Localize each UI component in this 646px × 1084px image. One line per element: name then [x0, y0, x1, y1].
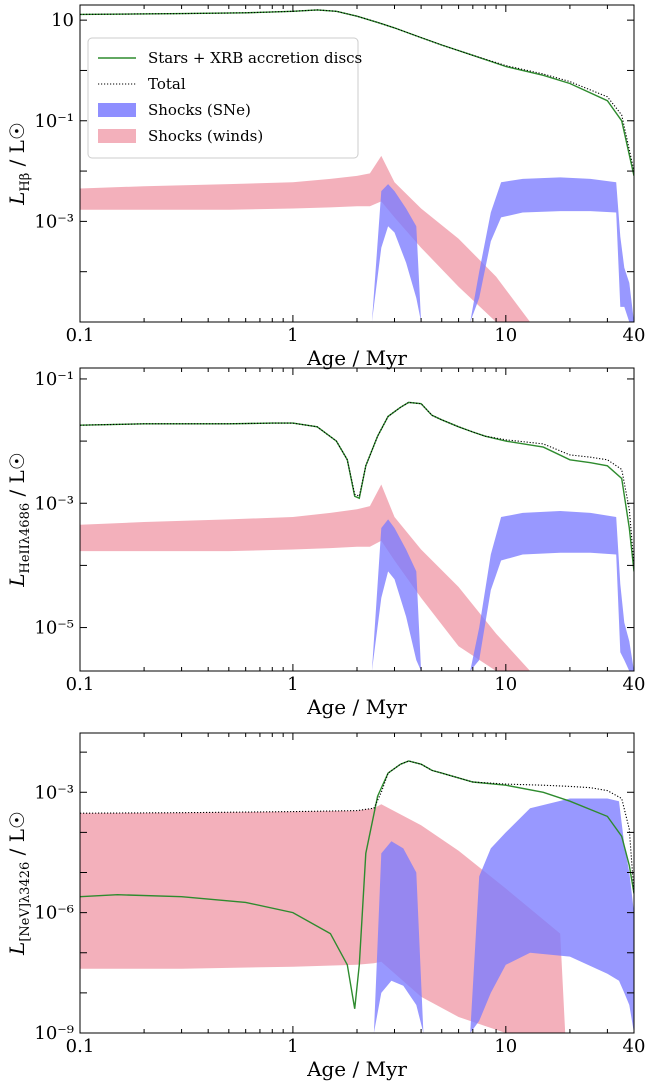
x-tick-label: 1	[287, 674, 298, 695]
x-tick-label: 0.1	[66, 674, 95, 695]
plot-area	[80, 9, 634, 322]
x-axis-label: Age / Myr	[306, 695, 407, 719]
series-shocks-sne-band	[470, 798, 634, 1033]
y-label-units: / L☉	[5, 811, 29, 862]
y-axis-label: LHβ / L☉	[5, 122, 33, 206]
series-total-line	[80, 760, 634, 894]
y-axis-label: L[NeV]λ3426 / L☉	[5, 811, 33, 956]
x-tick-label: 1	[287, 325, 298, 346]
panel-heii: 0.1 1 10 40 10⁻¹ 10⁻³ 10⁻⁵ Age / Myr LHeIIλ4686 …	[5, 367, 646, 719]
x-tick-label: 1	[287, 1036, 298, 1057]
y-label-units: / L☉	[5, 452, 29, 503]
x-tick-label: 0.1	[66, 325, 95, 346]
series-shocks-winds-band	[80, 484, 531, 671]
series-shocks-sne-band	[470, 511, 634, 671]
y-label-units: / L☉	[5, 122, 29, 173]
panel-nev: 0.1 1 10 40 10⁻³ 10⁻⁶ 10⁻⁹ Age / Myr L[NeV]λ3426…	[5, 732, 646, 1081]
legend-entry-label: Shocks (winds)	[148, 127, 263, 145]
legend-entry-label: Stars + XRB accretion discs	[148, 49, 362, 67]
legend-swatch-patch	[98, 103, 136, 117]
series-shocks-winds-band	[80, 155, 531, 322]
y-tick-label: 10⁻³	[34, 782, 74, 803]
y-tick-label: 10⁻³	[34, 493, 74, 514]
x-tick-label: 10	[494, 674, 517, 695]
series-shocks-winds-band	[80, 804, 566, 1033]
x-tick-label: 40	[623, 674, 646, 695]
plot-area	[80, 760, 634, 1033]
y-label-main: L	[5, 192, 29, 206]
plot-area	[80, 401, 634, 671]
legend-entry-label: Total	[148, 75, 186, 93]
y-tick-label: 10⁻³	[34, 211, 74, 232]
x-tick-label: 40	[623, 325, 646, 346]
panel-hbeta: 0.1 1 10 40 10 10⁻¹ 10⁻³ Age / Myr LHβ / L☉ Stars…	[5, 4, 646, 370]
legend-swatch-patch	[98, 129, 136, 143]
x-tick-label: 10	[494, 1036, 517, 1057]
y-label-sub: [NeV]λ3426	[18, 862, 33, 942]
y-tick-label: 10⁻⁹	[34, 1023, 74, 1044]
y-label-sub: Hβ	[18, 173, 33, 192]
y-tick-label: 10	[51, 10, 74, 31]
series-stars-line	[80, 760, 634, 1009]
legend-entry-label: Shocks (SNe)	[148, 101, 251, 119]
series-shocks-sne-band	[470, 177, 634, 322]
y-label-main: L	[5, 942, 29, 956]
series-total-line	[80, 9, 634, 172]
series-shocks-sne-band	[371, 184, 422, 322]
y-axis-label: LHeIIλ4686 / L☉	[5, 452, 33, 588]
y-label-sub: HeIIλ4686	[18, 503, 33, 574]
x-tick-label: 40	[623, 1036, 646, 1057]
y-tick-label: 10⁻⁵	[34, 618, 74, 639]
series-shocks-sne-band	[371, 519, 422, 671]
series-stars-line	[80, 401, 634, 572]
legend: Stars + XRB accretion discs Total Shocks (…	[87, 37, 362, 159]
legend-box	[87, 37, 359, 159]
y-label-main: L	[5, 574, 29, 588]
x-tick-label: 10	[494, 325, 517, 346]
y-tick-label: 10⁻¹	[34, 369, 74, 390]
x-tick-label: 0.1	[66, 1036, 95, 1057]
y-tick-label: 10⁻⁶	[34, 903, 74, 924]
y-tick-label: 10⁻¹	[34, 111, 74, 132]
x-axis-label: Age / Myr	[306, 346, 407, 370]
series-shocks-sne-band	[373, 841, 424, 1033]
x-axis-label: Age / Myr	[306, 1057, 407, 1081]
